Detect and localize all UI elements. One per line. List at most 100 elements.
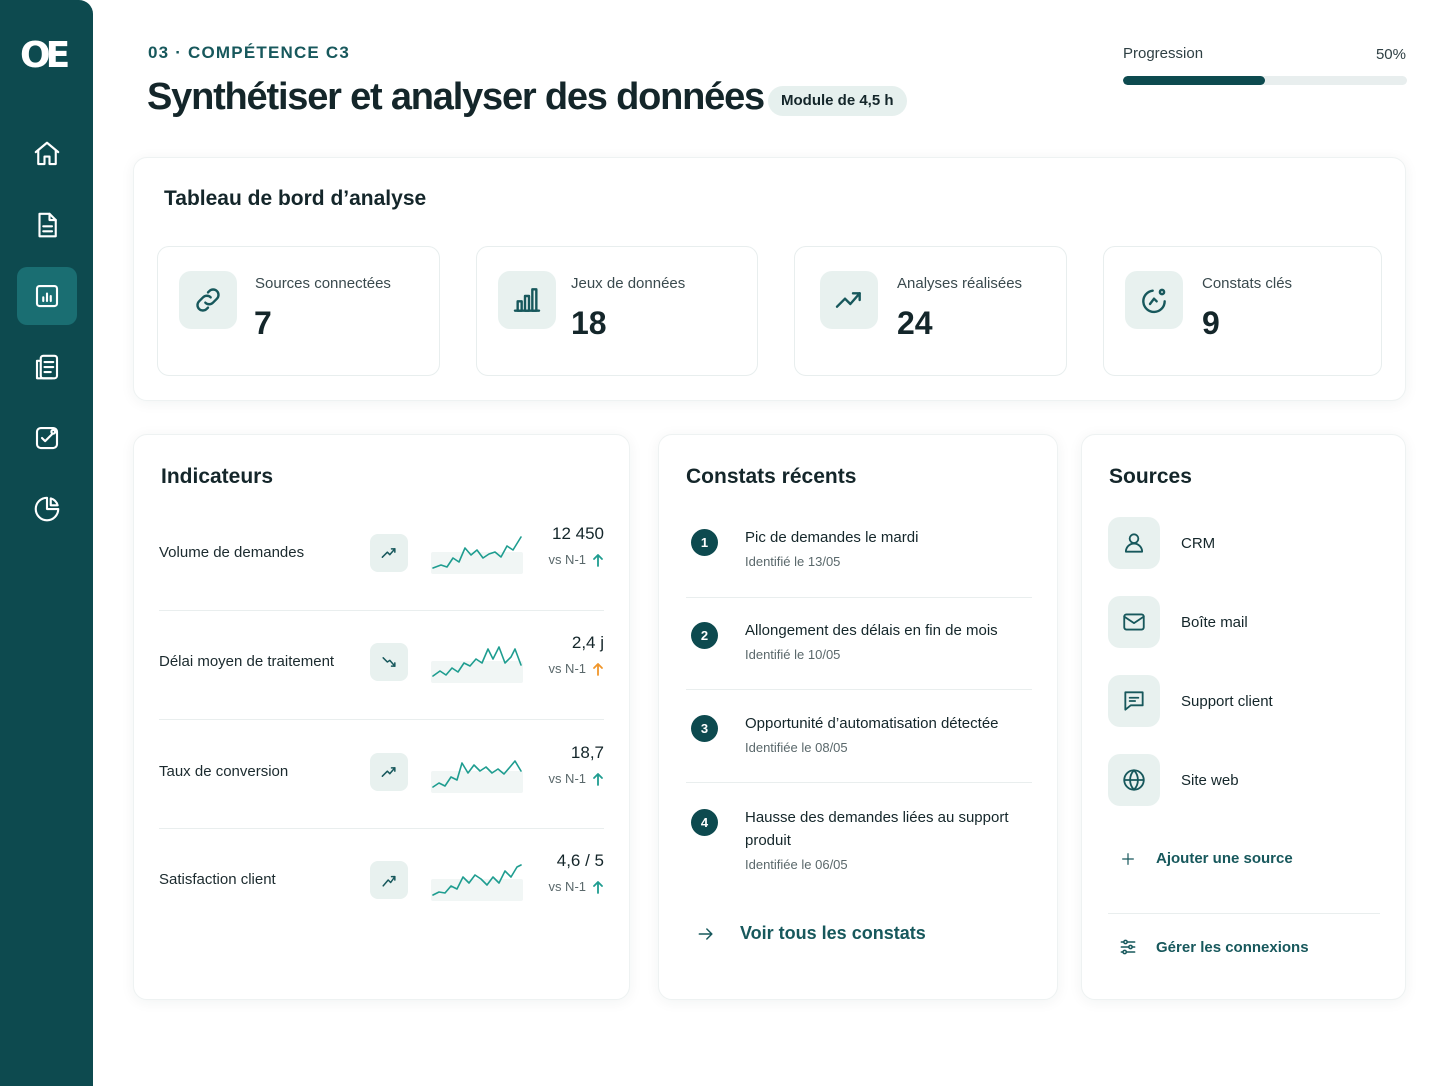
report-icon xyxy=(35,354,59,380)
mail-icon xyxy=(1123,613,1145,631)
compare-label: vs N-1 xyxy=(548,879,586,894)
source-icon-box xyxy=(1108,517,1160,569)
sliders-icon xyxy=(1120,939,1136,955)
stat-value: 18 xyxy=(571,305,607,341)
stat-value: 24 xyxy=(897,305,933,341)
document-icon xyxy=(38,212,57,238)
stat-icon-box xyxy=(1125,271,1183,329)
progress-fill xyxy=(1123,76,1265,85)
stat-label: Constats clés xyxy=(1202,275,1293,292)
divider xyxy=(686,689,1032,690)
trend-up-icon xyxy=(382,875,396,887)
progress-value: 50% xyxy=(1375,46,1406,63)
stat-value: 7 xyxy=(254,305,272,341)
stat-icon-box xyxy=(179,271,237,329)
insight-icon xyxy=(1142,288,1166,314)
sparkline xyxy=(431,536,523,574)
indicator-value: 12 450 xyxy=(552,524,604,543)
trend-box xyxy=(370,753,408,791)
finding-title: Pic de demandes le mardi xyxy=(745,529,919,546)
chat-icon xyxy=(1124,691,1144,711)
stat-label: Jeux de données xyxy=(571,275,686,292)
source-label: CRM xyxy=(1181,534,1216,552)
findings-card: Constats récents xyxy=(658,434,1058,1000)
indicator-row[interactable]: Taux de conversion 18,7 vs N-1 xyxy=(159,727,604,823)
finding-date: Identifié le 13/05 xyxy=(745,554,841,569)
indicator-value: 4,6 / 5 xyxy=(556,851,604,870)
indicator-row[interactable]: Volume de demandes 12 450 vs N-1 xyxy=(159,508,604,604)
stat-card-findings[interactable]: Constats clés 9 xyxy=(1103,246,1382,376)
indicator-compare: vs N-1 xyxy=(548,879,604,894)
finding-item[interactable]: 3 Opportunité d’automatisation détectée … xyxy=(686,712,1032,762)
finding-number: 2 xyxy=(691,622,718,649)
add-source-label: Ajouter une source xyxy=(1156,850,1293,867)
stat-label: Sources connectées xyxy=(255,275,391,292)
findings-title: Constats récents xyxy=(686,465,857,488)
divider xyxy=(159,828,604,829)
divider xyxy=(1108,913,1380,914)
stat-value: 9 xyxy=(1202,305,1220,341)
sources-title: Sources xyxy=(1109,465,1192,488)
finding-item[interactable]: 2 Allongement des délais en fin de mois … xyxy=(686,619,1032,669)
trend-up-icon xyxy=(835,292,861,308)
nav-checklist[interactable] xyxy=(17,409,77,467)
manage-connections-link[interactable]: Gérer les connexions xyxy=(1118,937,1309,957)
source-item-crm[interactable]: CRM xyxy=(1108,516,1215,570)
finding-title: Hausse des demandes liées au support pro… xyxy=(745,809,1009,849)
arrow-right-icon xyxy=(698,927,713,940)
user-icon xyxy=(1124,533,1144,553)
source-item-website[interactable]: Site web xyxy=(1108,753,1239,807)
finding-number: 4 xyxy=(691,809,718,836)
finding-number: 1 xyxy=(691,529,718,556)
trend-down-icon xyxy=(382,657,396,667)
nav-reports[interactable] xyxy=(17,338,77,396)
arrow-up-icon xyxy=(593,662,603,676)
view-all-findings-link[interactable]: Voir tous les constats xyxy=(696,923,926,944)
source-label: Boîte mail xyxy=(1181,613,1248,631)
source-icon-box xyxy=(1108,754,1160,806)
trend-box xyxy=(370,643,408,681)
link-icon xyxy=(196,288,220,312)
stat-icon-box xyxy=(820,271,878,329)
finding-item[interactable]: 4 Hausse des demandes liées au support p… xyxy=(686,806,1032,878)
divider xyxy=(686,597,1032,598)
add-source-link[interactable]: Ajouter une source xyxy=(1120,850,1293,867)
finding-title: Allongement des délais en fin de mois xyxy=(745,622,998,639)
nav-home[interactable] xyxy=(17,125,77,183)
globe-icon xyxy=(1123,769,1145,791)
stat-icon-box xyxy=(498,271,556,329)
nav-documents[interactable] xyxy=(17,196,77,254)
stat-card-analyses[interactable]: Analyses réalisées 24 xyxy=(794,246,1067,376)
trend-up-icon xyxy=(381,548,396,558)
bar-chart-icon xyxy=(513,288,541,312)
finding-title: Opportunité d’automatisation détectée xyxy=(745,715,999,732)
indicator-row[interactable]: Délai moyen de traitement 2,4 j vs N-1 xyxy=(159,617,604,713)
nav-statistics[interactable] xyxy=(17,480,77,538)
arrow-up-icon xyxy=(593,880,603,894)
nav-analysis[interactable] xyxy=(17,267,77,325)
source-item-support[interactable]: Support client xyxy=(1108,674,1273,728)
indicator-label: Taux de conversion xyxy=(159,763,289,780)
finding-item[interactable]: 1 Pic de demandes le mardi Identifié le … xyxy=(686,526,1032,576)
source-item-mail[interactable]: Boîte mail xyxy=(1108,595,1248,649)
page-title: Synthétiser et analyser des données xyxy=(147,76,765,118)
indicator-compare: vs N-1 xyxy=(548,552,604,567)
sidebar: OE xyxy=(0,0,93,1086)
source-label: Site web xyxy=(1181,771,1239,789)
finding-date: Identifiée le 08/05 xyxy=(745,740,848,755)
indicator-label: Satisfaction client xyxy=(159,871,276,888)
source-icon-box xyxy=(1108,596,1160,648)
sparkline xyxy=(431,760,523,793)
finding-date: Identifiée le 06/05 xyxy=(745,857,848,872)
finding-date: Identifié le 10/05 xyxy=(745,647,841,662)
stat-label: Analyses réalisées xyxy=(897,275,1023,292)
manage-connections-label: Gérer les connexions xyxy=(1156,938,1309,956)
indicator-label: Délai moyen de traitement xyxy=(159,653,335,670)
stat-card-datasets[interactable]: Jeux de données 18 xyxy=(476,246,758,376)
arrow-up-icon xyxy=(593,553,603,567)
indicators-title: Indicateurs xyxy=(161,465,274,488)
stat-card-sources[interactable]: Sources connectées 7 xyxy=(157,246,440,376)
chart-icon xyxy=(35,284,59,308)
home-icon xyxy=(34,141,60,166)
indicator-row[interactable]: Satisfaction client 4,6 / 5 vs N-1 xyxy=(159,835,604,931)
